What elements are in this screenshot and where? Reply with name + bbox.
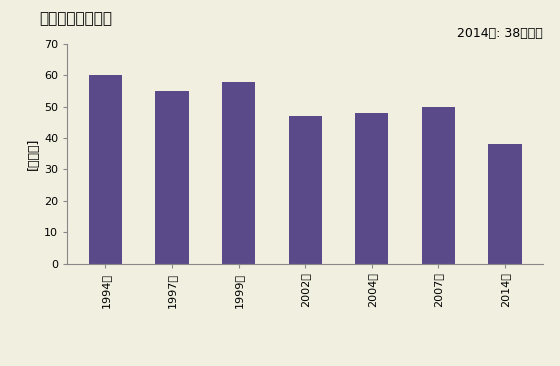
- Bar: [89, 75, 122, 264]
- Bar: [355, 113, 389, 264]
- Text: 卸売業の事業所数: 卸売業の事業所数: [39, 11, 112, 26]
- Bar: [156, 91, 189, 264]
- Bar: [288, 116, 322, 264]
- Bar: [488, 144, 521, 264]
- Bar: [222, 82, 255, 264]
- Text: 2014年: 38事業所: 2014年: 38事業所: [458, 26, 543, 40]
- Y-axis label: [事業所]: [事業所]: [27, 138, 40, 170]
- Bar: [422, 107, 455, 264]
